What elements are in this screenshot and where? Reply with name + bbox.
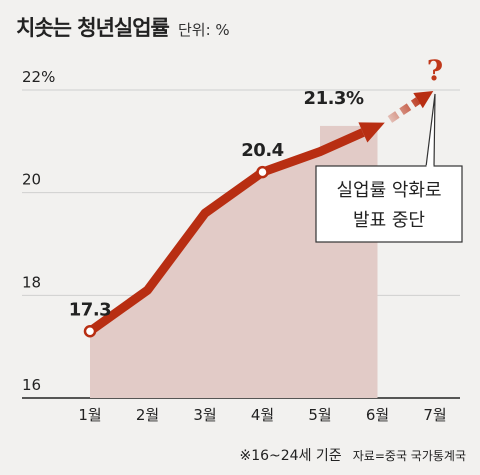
y-tick-label: 18 [22,273,41,291]
data-label: 20.4 [241,140,283,161]
chart-title: 치솟는 청년실업률 [16,16,170,40]
callout-text: 실업률 악화로 [336,180,441,201]
data-label: 17.3 [69,299,111,320]
callout-box [315,165,463,243]
x-tick-label: 4월 [251,406,274,424]
projection-arrowhead [413,91,434,109]
point-marker [256,165,269,179]
y-tick-label: 20 [22,171,41,189]
x-tick-label: 1월 [78,406,101,424]
chart-header: 치솟는 청년실업률 단위: % [16,12,230,42]
projection-dashes [387,97,421,123]
series-line-layer [87,91,434,335]
data-labels: ? 17.3 20.4 21.3% [69,54,443,320]
chart-footer: ※16~24세 기준 자료=중국 국가통계국 [239,445,466,465]
series-area [90,125,378,398]
callout-text: 발표 중단 [353,210,425,231]
x-tick-label: 2월 [136,406,159,424]
x-tick-label: 6월 [366,406,389,424]
point-markers [83,165,269,338]
series-line [87,128,365,335]
x-tick-label: 3월 [193,406,216,424]
point-marker [83,325,97,338]
x-tick-label: 5월 [308,406,331,424]
callout-pointer [425,93,436,168]
axis-ticks: 16 18 20 22% 1월 2월 3월 4월 5월 6월 7월 [22,68,447,424]
footnote: ※16~24세 기준 [239,448,342,464]
unit-label: 단위: % [177,21,230,39]
x-tick-label: 7월 [423,406,446,424]
y-tick-label: 16 [22,376,41,394]
missing-value-marker: ? [427,54,443,87]
source-note: 자료=중국 국가통계국 [352,449,466,463]
series-arrowhead [358,122,385,143]
data-label: 21.3% [304,88,364,109]
y-tick-label: 22% [22,68,55,86]
